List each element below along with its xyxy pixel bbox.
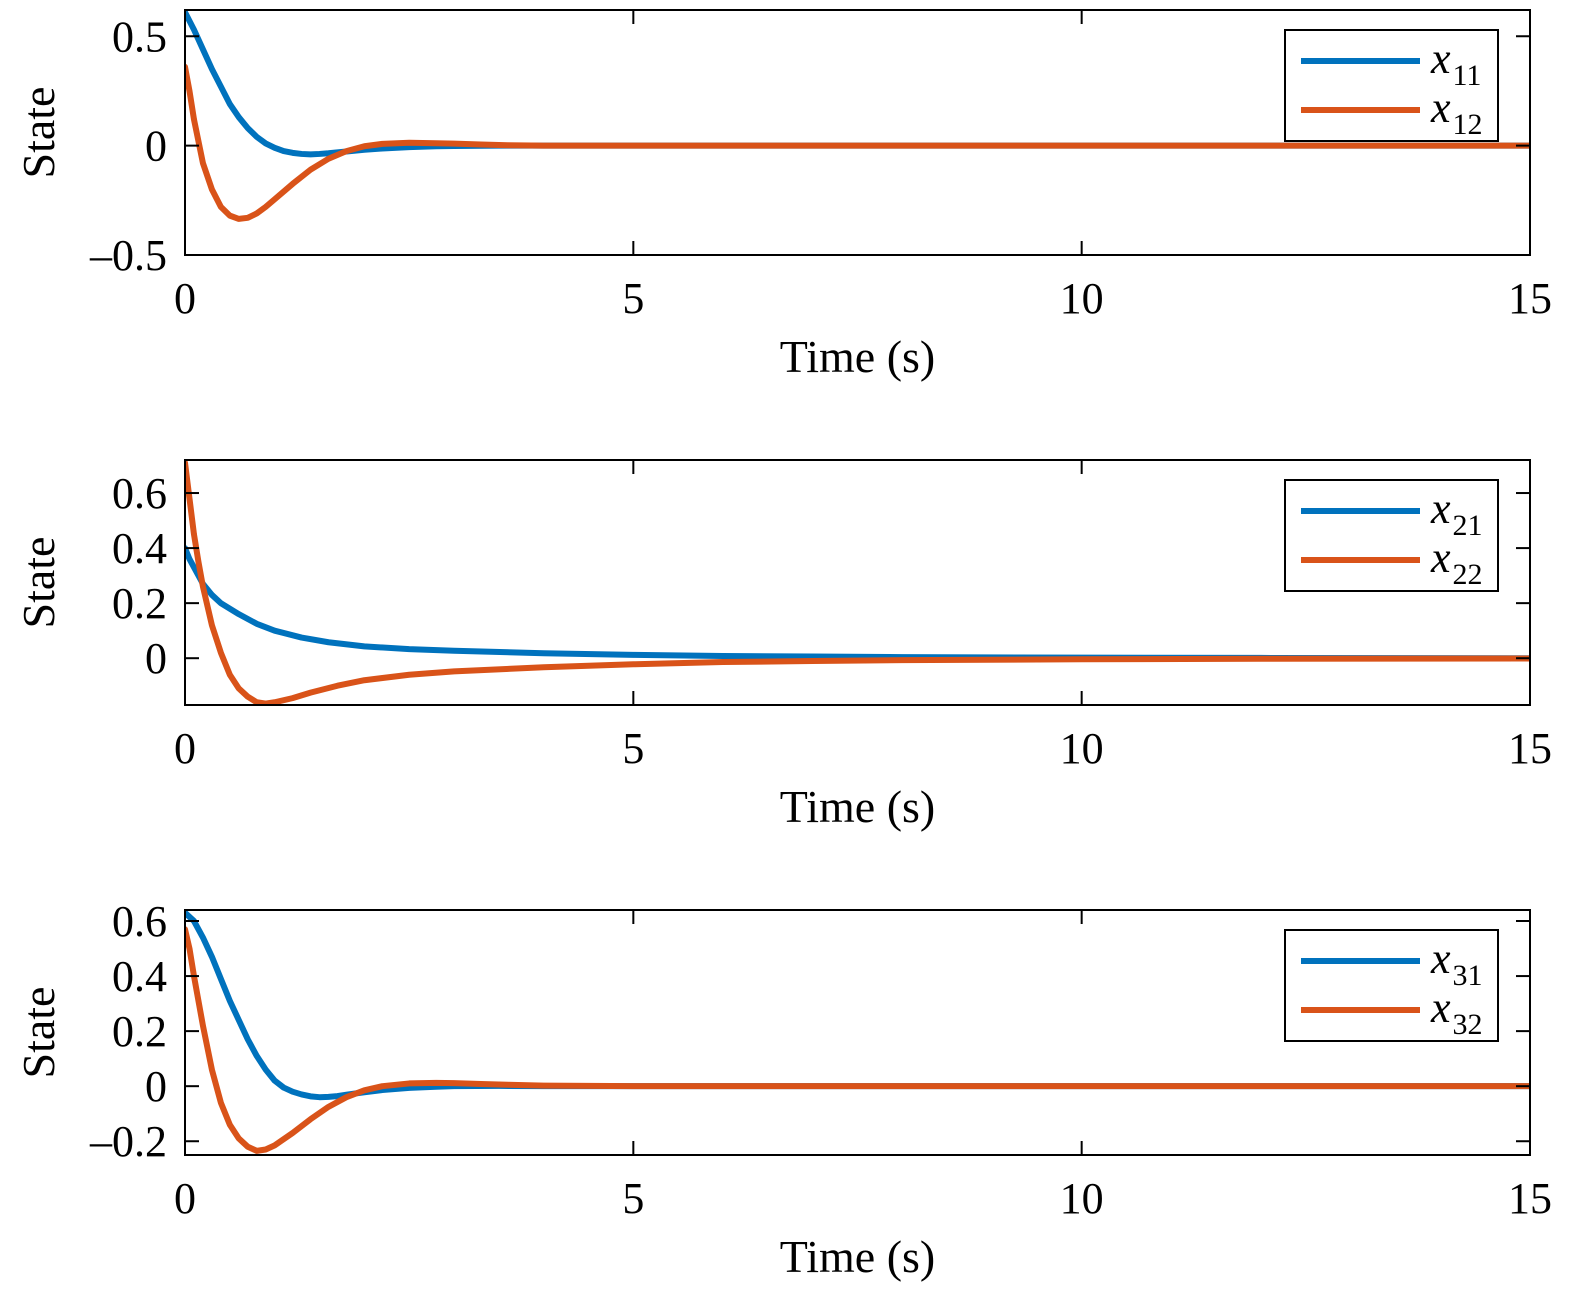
axes-box <box>184 459 1531 706</box>
legend-entry-symbol: x <box>1430 533 1451 582</box>
legend-entry-symbol: x <box>1430 484 1451 533</box>
legend-box <box>1284 929 1499 1042</box>
legend-entry-subscript: 22 <box>1453 558 1483 591</box>
legend-entry-subscript: 21 <box>1453 509 1483 542</box>
series-line-x21 <box>185 545 1530 662</box>
y-axis-label: State <box>13 987 64 1079</box>
y-tick-label: 0 <box>145 122 167 171</box>
axes-box <box>184 9 1531 256</box>
y-tick-label: 0.6 <box>112 469 167 518</box>
y-axis-label: State <box>13 537 64 629</box>
x-tick-label: 5 <box>622 724 644 773</box>
y-tick-label: 0.2 <box>112 1007 167 1056</box>
y-tick-label: 0 <box>145 634 167 683</box>
legend-entry-subscript: 12 <box>1453 108 1483 141</box>
series-lines <box>185 910 1530 1154</box>
legend-entry-x31: x31 <box>1430 934 1483 992</box>
series-lines <box>185 460 1530 705</box>
y-tick-label: 0.4 <box>112 524 167 573</box>
legend-entry-subscript: 11 <box>1453 59 1482 92</box>
axes-box <box>184 909 1531 1156</box>
legend-entry-symbol: x <box>1430 83 1451 132</box>
x-tick-label: 0 <box>174 274 196 323</box>
legend-entry-subscript: 31 <box>1453 959 1483 992</box>
x-axis-label: Time (s) <box>780 1231 936 1282</box>
legend-entry-symbol: x <box>1430 34 1451 83</box>
x-tick-label: 0 <box>174 1174 196 1223</box>
y-axis-label: State <box>13 87 64 179</box>
legend-box <box>1284 29 1499 142</box>
legend-entry-x12: x12 <box>1430 83 1483 141</box>
series-lines <box>185 10 1530 222</box>
x-tick-label: 5 <box>622 274 644 323</box>
legend-entry-subscript: 32 <box>1453 1008 1483 1041</box>
x-tick-label: 10 <box>1060 724 1104 773</box>
x-tick-label: 10 <box>1060 274 1104 323</box>
x-tick-label: 15 <box>1508 1174 1552 1223</box>
legend-entry-x11: x11 <box>1430 34 1481 92</box>
legend-entry-x22: x22 <box>1430 533 1483 591</box>
x-tick-label: 15 <box>1508 274 1552 323</box>
legend-entry-symbol: x <box>1430 934 1451 983</box>
y-tick-label: 0.6 <box>112 897 167 946</box>
legend-entry-symbol: x <box>1430 983 1451 1032</box>
series-line-x32 <box>185 926 1530 1154</box>
y-tick-label: –0.5 <box>89 231 167 280</box>
y-tick-label: 0.2 <box>112 579 167 628</box>
y-tick-label: 0.4 <box>112 952 167 1001</box>
y-tick-label: 0 <box>145 1062 167 1111</box>
legend-entry-x32: x32 <box>1430 983 1483 1041</box>
x-axis-label: Time (s) <box>780 331 936 382</box>
y-tick-label: 0.5 <box>112 12 167 61</box>
x-axis-label: Time (s) <box>780 781 936 832</box>
legend-box <box>1284 479 1499 592</box>
x-tick-label: 15 <box>1508 724 1552 773</box>
series-line-x12 <box>185 63 1530 222</box>
legend-entry-x21: x21 <box>1430 484 1483 542</box>
series-line-x22 <box>185 460 1530 705</box>
x-tick-label: 5 <box>622 1174 644 1223</box>
x-tick-label: 10 <box>1060 1174 1104 1223</box>
x-tick-label: 0 <box>174 724 196 773</box>
y-tick-label: –0.2 <box>89 1117 167 1166</box>
